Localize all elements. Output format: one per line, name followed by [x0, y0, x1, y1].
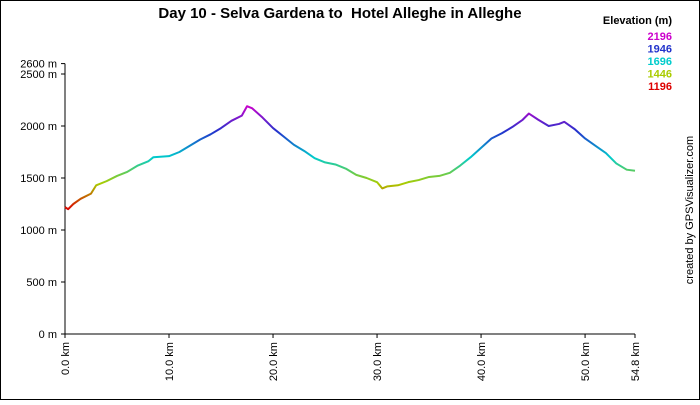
x-tick-label: 40.0 km	[476, 342, 488, 381]
color-scale-title: Elevation (m)	[603, 15, 672, 27]
y-tick-label: 2600 m	[20, 59, 57, 71]
color-scale-label: 2196	[648, 31, 672, 43]
color-scale-label: 1196	[648, 81, 672, 93]
y-tick-label: 0 m	[39, 329, 57, 341]
x-tick-label: 30.0 km	[372, 342, 384, 381]
color-scale-label: 1696	[648, 56, 672, 68]
x-tick-label: 10.0 km	[164, 342, 176, 381]
color-scale-label: 1946	[648, 44, 672, 56]
y-tick-label: 2000 m	[20, 121, 57, 133]
elevation-line	[64, 105, 636, 211]
y-tick-label: 2500 m	[20, 69, 57, 81]
x-tick-label: 50.0 km	[580, 342, 592, 381]
x-tick-label: 0.0 km	[60, 342, 72, 375]
y-tick-label: 1000 m	[20, 225, 57, 237]
x-tick-label: 54.8 km	[630, 342, 642, 381]
chart-title: Day 10 - Selva Gardena to Hotel Alleghe …	[158, 5, 521, 22]
side-note: created by GPSVisualizer.com	[684, 136, 696, 284]
y-tick-label: 1500 m	[20, 173, 57, 185]
color-scale-label: 1446	[648, 69, 672, 81]
y-tick-label: 500 m	[26, 277, 57, 289]
x-tick-label: 20.0 km	[268, 342, 280, 381]
